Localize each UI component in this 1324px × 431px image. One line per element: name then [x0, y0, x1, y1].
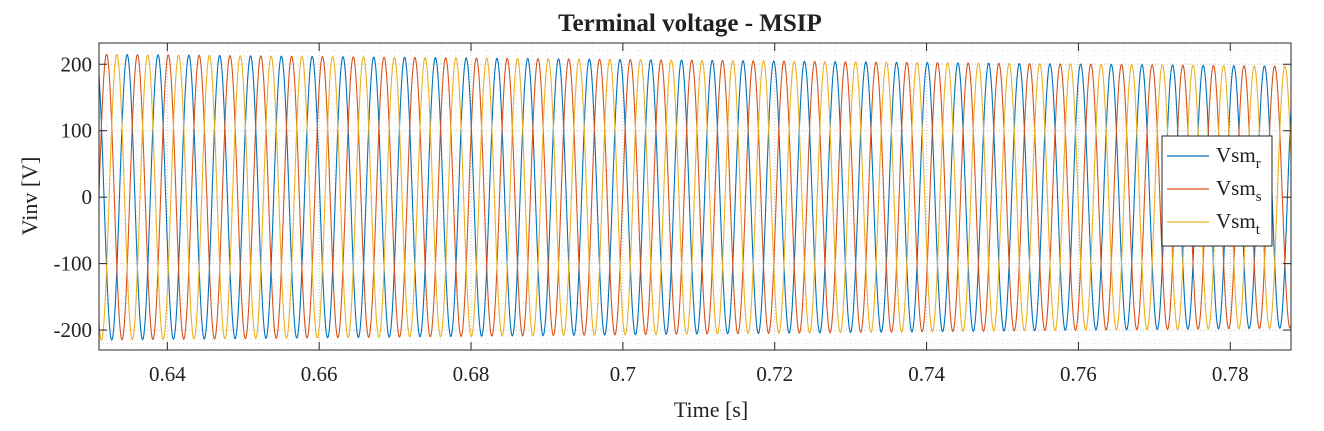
chart-title: Terminal voltage - MSIP: [558, 10, 822, 37]
series-line-r: [98, 53, 1292, 341]
x-axis-label: Time [s]: [674, 397, 748, 422]
x-tick-label: 0.74: [908, 362, 945, 386]
legend: Vsmr Vsms Vsmt: [1161, 135, 1273, 247]
x-tick-label: 0.66: [301, 362, 338, 386]
y-tick-label: -200: [54, 318, 93, 342]
legend-label-t: Vsmt: [1216, 209, 1261, 238]
plot-frame: [98, 42, 1292, 351]
series-line-s: [98, 53, 1292, 341]
y-tick-label: 200: [61, 52, 93, 76]
x-tick-label: 0.76: [1060, 362, 1097, 386]
series-line-t: [98, 53, 1292, 341]
legend-box: [1161, 135, 1273, 247]
series-lines: [98, 53, 1292, 341]
y-axis-label: Vinv [V]: [17, 157, 42, 236]
x-tick-label: 0.68: [453, 362, 490, 386]
axis-ticks: 0.64 0.66 0.68 0.7 0.72 0.74 0.76 0.78 200 100 0 -1…: [54, 43, 1291, 386]
x-tick-label: 0.72: [756, 362, 793, 386]
legend-label-r: Vsmr: [1216, 143, 1261, 172]
y-tick-label: 100: [61, 119, 93, 143]
y-tick-label: 0: [82, 185, 93, 209]
x-tick-label: 0.78: [1212, 362, 1249, 386]
legend-label-s: Vsms: [1216, 176, 1262, 205]
x-tick-label: 0.7: [610, 362, 636, 386]
y-tick-label: -100: [54, 252, 93, 276]
x-tick-label: 0.64: [149, 362, 186, 386]
